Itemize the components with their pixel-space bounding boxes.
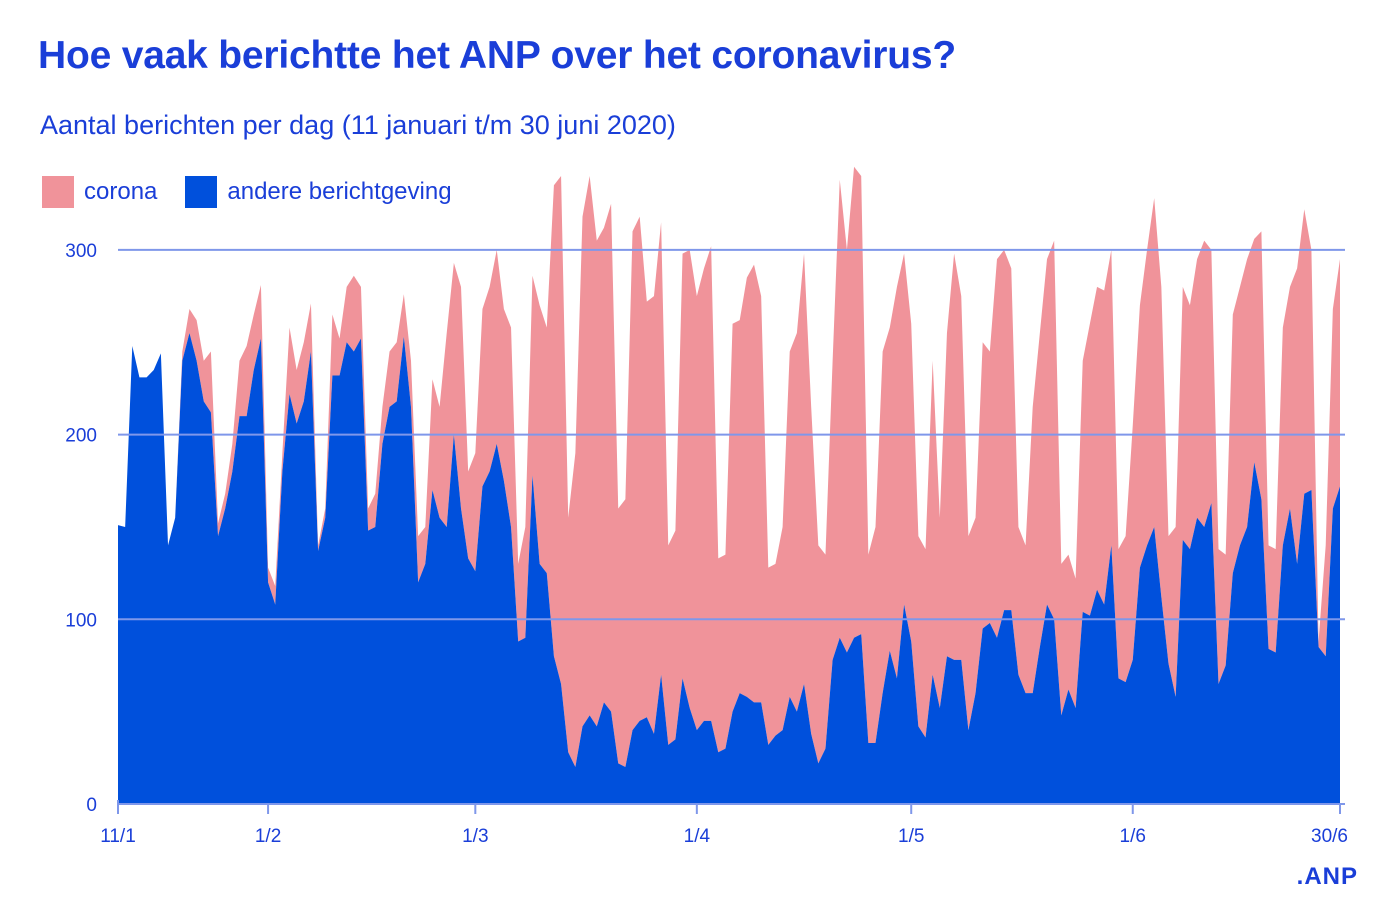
chart-subtitle: Aantal berichten per dag (11 januari t/m… xyxy=(40,110,676,140)
x-tick-label: 1/3 xyxy=(462,826,488,847)
area-andere-berichtgeving xyxy=(118,333,1340,804)
area-corona xyxy=(118,166,1340,768)
x-tick-label: 11/1 xyxy=(100,826,136,847)
x-tick-label: 1/6 xyxy=(1120,826,1146,847)
x-tick-label: 30/6 xyxy=(1311,826,1348,847)
legend: corona andere berichtgeving xyxy=(42,176,480,208)
y-tick-label: 0 xyxy=(86,795,97,816)
legend-swatch-corona xyxy=(42,176,74,208)
legend-label-corona: corona xyxy=(84,178,158,205)
legend-label-andere: andere berichtgeving xyxy=(227,178,452,205)
x-tick-label: 1/4 xyxy=(684,826,711,847)
x-tick-label: 1/2 xyxy=(255,826,281,847)
chart-title: Hoe vaak berichtte het ANP over het coro… xyxy=(38,34,957,77)
x-tick-label: 1/5 xyxy=(898,826,924,847)
y-tick-label: 300 xyxy=(65,241,97,262)
y-tick-label: 200 xyxy=(65,426,97,447)
anp-logo: .ANP xyxy=(1296,863,1358,890)
y-tick-label: 100 xyxy=(65,610,97,631)
legend-swatch-andere xyxy=(185,176,218,208)
